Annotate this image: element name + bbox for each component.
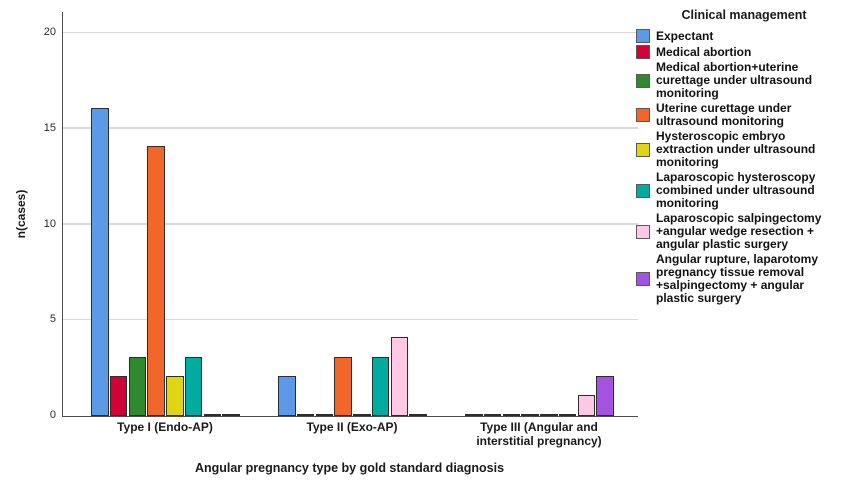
bar-series4-cat0 <box>166 375 184 416</box>
legend-label: Medical abortion+uterine curettage under… <box>656 60 813 100</box>
legend-title: Clinical management <box>681 8 807 22</box>
gridline-y10 <box>63 223 638 225</box>
legend-label: Laparoscopic hysteroscopy combined under… <box>656 170 816 210</box>
bar-series7-cat1 <box>409 414 427 416</box>
bar-series0-cat1 <box>278 375 296 416</box>
bar-series5-cat2 <box>558 414 577 416</box>
legend-item-2: Medical abortion+uterine curettage under… <box>636 61 852 100</box>
bar-series3-cat2 <box>521 414 539 416</box>
gridline-y5 <box>63 318 638 321</box>
legend-item-0: Expectant <box>636 29 852 43</box>
bar-series1-cat2 <box>483 414 502 416</box>
bar-series2-cat0 <box>128 356 146 416</box>
legend-label: Uterine curettage under ultrasound monit… <box>656 101 792 128</box>
bar-series1-cat0 <box>109 375 128 416</box>
legend-label: Angular rupture, laparotomy pregnancy ti… <box>656 252 819 305</box>
legend-item-1: Medical abortion <box>636 45 852 59</box>
x-category-label-2: Type III (Angular and interstitial pregn… <box>476 420 602 448</box>
legend-item-3: Uterine curettage under ultrasound monit… <box>636 102 852 128</box>
y-tick-label-15: 15 <box>43 121 56 134</box>
legend-swatch-icon <box>636 73 650 88</box>
bar-series0-cat2 <box>465 414 483 416</box>
bar-series5-cat0 <box>184 356 203 416</box>
bar-series6-cat0 <box>203 414 221 416</box>
x-category-label-0: Type I (Endo-AP) <box>117 420 213 434</box>
gridline-y20 <box>63 31 638 33</box>
y-axis-title: n(cases) <box>14 189 28 239</box>
legend-swatch-icon <box>636 29 650 43</box>
legend-swatch-icon <box>636 272 650 286</box>
legend-swatch-icon <box>636 142 650 157</box>
legend-item-7: Angular rupture, laparotomy pregnancy ti… <box>636 253 852 305</box>
bar-series0-cat0 <box>91 107 109 416</box>
bar-series7-cat0 <box>222 414 240 416</box>
legend: Clinical management Expectant Medical abo… <box>636 8 852 307</box>
bar-series4-cat1 <box>353 414 371 416</box>
y-tick-label-0: 0 <box>49 409 56 421</box>
legend-swatch-icon <box>636 108 650 122</box>
legend-label: Medical abortion <box>656 44 752 59</box>
bar-series6-cat2 <box>577 394 595 416</box>
legend-item-5: Laparoscopic hysteroscopy combined under… <box>636 171 852 210</box>
x-category-label-1: Type II (Exo-AP) <box>306 420 398 434</box>
legend-label: Expectant <box>656 28 714 43</box>
legend-swatch-icon <box>636 183 650 198</box>
plot-area <box>62 12 638 417</box>
bar-series2-cat1 <box>315 414 333 416</box>
bar-series1-cat1 <box>296 414 315 416</box>
y-tick-label-10: 10 <box>43 217 56 230</box>
bar-series3-cat0 <box>147 145 165 416</box>
bar-series5-cat1 <box>371 356 390 416</box>
bar-series7-cat2 <box>596 375 614 416</box>
legend-swatch-icon <box>636 224 650 239</box>
x-axis-title: Angular pregnancy type by gold standard … <box>194 461 505 475</box>
legend-label: Hysteroscopic embryo extraction under ul… <box>656 129 816 169</box>
legend-swatch-icon <box>636 45 650 59</box>
bar-series2-cat2 <box>502 414 520 416</box>
gridline-y15 <box>63 127 638 129</box>
bar-series3-cat1 <box>334 356 352 416</box>
legend-item-4: Hysteroscopic embryo extraction under ul… <box>636 130 852 169</box>
bar-series4-cat2 <box>540 414 558 416</box>
legend-items: Expectant Medical abortion Medical abortio… <box>636 29 852 305</box>
bar-series6-cat1 <box>390 337 408 416</box>
legend-item-6: Laparoscopic salpingectomy +angular wedg… <box>636 212 852 251</box>
legend-label: Laparoscopic salpingectomy +angular wedg… <box>656 211 822 251</box>
y-tick-label-5: 5 <box>49 313 56 326</box>
y-tick-label-20: 20 <box>43 26 56 38</box>
